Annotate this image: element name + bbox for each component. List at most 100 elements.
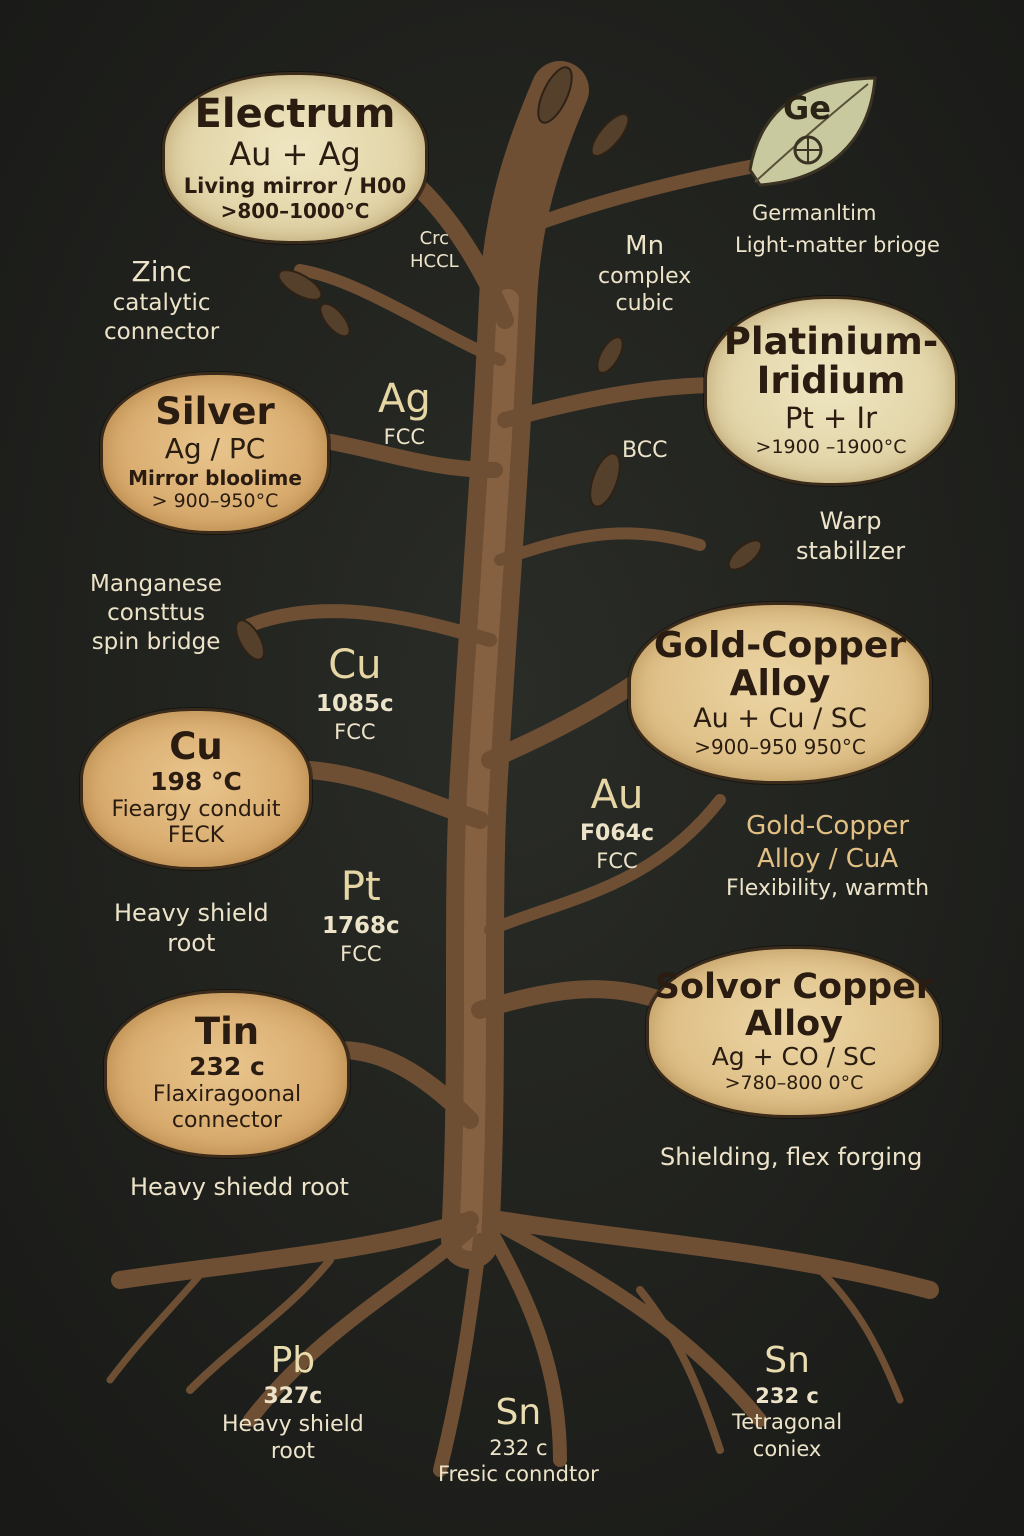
heavy-shiedd-label: Heavy shiedd root — [130, 1173, 349, 1201]
root-1 — [111, 1211, 479, 1289]
tin-desc-line2: connector — [171, 1108, 283, 1134]
warp-label: Warp stabillzer — [796, 506, 905, 566]
electrum-title: Electrum — [194, 91, 396, 138]
pb-temp: 327c — [263, 1384, 323, 1409]
crc-line1: Crc — [419, 228, 450, 249]
germanium-symbol: Ge — [783, 89, 831, 127]
leaf — [727, 539, 763, 571]
solvor-title-line2: Alloy — [745, 1003, 843, 1044]
electrum-temp: >800–1000°C — [220, 198, 370, 223]
gold-copper-side-line3: Flexibility, warmth — [726, 876, 930, 901]
cu-node-extra: FECK — [167, 823, 225, 849]
crc-line2: HCCL — [410, 250, 459, 272]
pt-temp: 1768c — [322, 913, 400, 939]
cu-node-title: Cu — [169, 725, 223, 769]
gold-copper-temp: >900–950 950°C — [694, 734, 866, 759]
root-2 — [243, 1223, 477, 1427]
cu-label: Cu 1085c FCC — [316, 640, 394, 745]
leaf — [319, 302, 351, 338]
pb-line1: Heavy shield — [222, 1411, 364, 1437]
branch-cu — [301, 761, 489, 829]
au-structure: FCC — [596, 848, 638, 873]
platinum-iridium-node: Platinium- Iridium Pt + Ir >1900 –1900°C — [704, 296, 958, 486]
electrum-formula: Au + Ag — [229, 135, 361, 174]
germanium-name: Germanltim — [752, 201, 877, 225]
heavy-shield-left-label: Heavy shield root — [114, 898, 269, 958]
electrum-node: Electrum Au + Ag Living mirror / H00 >80… — [162, 72, 428, 244]
ag-symbol: Ag — [378, 376, 431, 422]
heavy-shield-left-line2: root — [167, 929, 216, 957]
gold-copper-side-line1: Gold-Copper — [746, 811, 910, 841]
zinc-line1: Zinc — [131, 255, 192, 288]
gold-copper-formula: Au + Cu / SC — [693, 702, 867, 734]
pt-symbol: Pt — [340, 864, 381, 910]
sn-center-symbol: Sn — [495, 1392, 542, 1433]
crc-label: Crc HCCL — [410, 228, 459, 273]
branch-germanium — [513, 158, 767, 237]
silver-temp: > 900–950°C — [151, 489, 279, 512]
silver-title: Silver — [155, 390, 275, 434]
zinc-label: Zinc catalytic connector — [104, 254, 219, 347]
branch-upper-left — [294, 264, 506, 366]
au-label: Au F064c FCC — [580, 770, 654, 874]
branch-warp — [494, 527, 706, 566]
platinum-title-line1: Platinium- — [723, 320, 939, 364]
branch-solvor — [471, 980, 669, 1019]
cu-temp: 1085c — [316, 691, 394, 717]
mn-line1: Mn — [625, 231, 665, 261]
bcc-label: BCC — [622, 438, 668, 463]
root-4 — [483, 1223, 567, 1467]
cu-node-temp: 198 °C — [150, 767, 242, 797]
sn-center-temp: 232 c — [489, 1436, 548, 1460]
leaf — [590, 113, 630, 157]
au-symbol: Au — [590, 772, 644, 818]
sn-right-root-label: Sn 232 c Tetragonal coniex — [732, 1338, 842, 1462]
sn-center-line1: Fresic conndtor — [438, 1462, 599, 1487]
silver-formula: Ag / PC — [164, 432, 266, 466]
pt-label: Pt 1768c FCC — [322, 862, 400, 967]
cu-node-desc: Fieargy conduit — [111, 797, 281, 823]
sn-right-line1: Tetragonal — [732, 1410, 843, 1435]
platinum-formula: Pt + Ir — [784, 401, 878, 436]
pt-structure: FCC — [340, 941, 382, 966]
pb-line2: root — [270, 1439, 315, 1464]
warp-line1: Warp — [819, 507, 882, 535]
electrum-desc: Living mirror / H00 — [183, 173, 407, 198]
branch-gold-copper-side — [484, 794, 726, 936]
solvor-formula: Ag + CO / SC — [711, 1042, 877, 1072]
ag-label: Ag FCC — [378, 374, 431, 450]
shielding-label: Shielding, flex forging — [660, 1143, 923, 1171]
tin-title: Tin — [194, 1010, 260, 1054]
pb-symbol: Pb — [270, 1340, 316, 1381]
root-5 — [493, 1218, 767, 1427]
tin-temp: 232 c — [189, 1052, 265, 1082]
ag-structure: FCC — [383, 425, 426, 449]
gold-copper-node: Gold-Copper Alloy Au + Cu / SC >900–950 … — [628, 602, 932, 784]
mn-label: Mn complex cubic — [598, 230, 691, 318]
solvor-temp: >780–800 0°C — [724, 1072, 864, 1095]
au-temp: F064c — [580, 821, 654, 846]
solvor-copper-node: Solvor Copper Alloy Ag + CO / SC >780–80… — [646, 946, 942, 1118]
pb-root-label: Pb 327c Heavy shield root — [222, 1338, 364, 1466]
leaf — [235, 619, 265, 661]
tin-desc-line1: Flaxiragoonal — [152, 1082, 302, 1108]
root-3 — [433, 1233, 487, 1477]
platinum-title-line2: Iridium — [756, 359, 906, 403]
manganese-line1: Manganese — [90, 571, 223, 597]
germanium-desc: Light-matter brioge — [735, 233, 940, 257]
manganese-label: Manganese consttus spin bridge — [90, 570, 222, 656]
leaf — [596, 336, 624, 374]
gold-copper-title-line1: Gold-Copper — [653, 625, 907, 666]
zinc-line3: connector — [104, 318, 220, 345]
manganese-line2: consttus — [107, 599, 205, 626]
leaf — [537, 66, 573, 124]
mn-line2: complex — [598, 263, 692, 289]
branch-manganese — [243, 604, 497, 647]
gold-copper-side-line2: Alloy / CuA — [756, 843, 899, 874]
gold-copper-title-line2: Alloy — [729, 662, 831, 704]
cu-structure: FCC — [334, 719, 376, 744]
cu-node: Cu 198 °C Fieargy conduit FECK — [80, 708, 312, 870]
sn-right-symbol: Sn — [764, 1340, 810, 1381]
mn-line3: cubic — [615, 291, 674, 316]
